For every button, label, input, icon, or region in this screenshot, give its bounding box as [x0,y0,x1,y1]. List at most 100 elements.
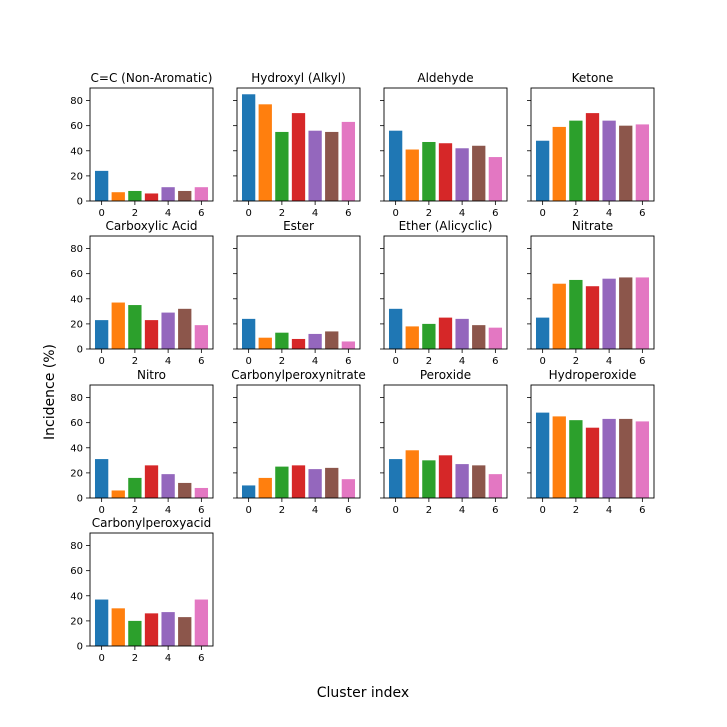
panel-title: Hydroperoxide [549,368,637,382]
bar [94,320,109,349]
y-tick-label: 60 [70,418,83,429]
bar [178,190,192,201]
x-tick-label: 2 [573,208,579,219]
panel-title: Nitrate [572,219,613,233]
bar [308,469,322,498]
bar [602,418,616,498]
panel-title: Ketone [572,71,614,85]
bar [241,485,256,498]
y-tick-label: 80 [70,541,83,552]
x-tick-label: 4 [606,356,612,367]
bar [488,327,503,349]
bar [438,143,453,201]
y-tick-label: 0 [77,642,83,653]
bar [585,286,600,349]
bar [535,140,550,201]
bar [194,325,209,349]
bar [472,465,486,498]
bar [111,302,125,349]
x-tick-label: 6 [198,208,204,219]
bar [602,278,616,349]
axes-frame [89,384,214,499]
y-tick-label: 20 [70,171,83,182]
y-tick-label: 60 [70,269,83,280]
bar [325,331,339,349]
x-tick-label: 0 [245,208,251,219]
y-tick-label: 0 [77,197,83,208]
x-tick-label: 2 [132,356,138,367]
x-tick-label: 4 [312,356,318,367]
y-tick-label: 20 [70,468,83,479]
x-tick-label: 0 [539,356,545,367]
axes-frame [530,87,655,202]
bar [569,279,583,349]
bar [291,338,306,349]
y-tick-label: 40 [70,591,83,602]
panel: 0 2 4 6 Aldehyde [380,71,508,219]
panel-title: Aldehyde [417,71,473,85]
x-tick-label: 0 [245,356,251,367]
x-tick-label: 4 [606,505,612,516]
panel: 0 2 4 6 Ether (Alicyclic) [380,219,508,367]
panel: 0 20 40 60 80 0 2 4 6 Carboxylic Acid [70,219,214,367]
x-tick-label: 6 [198,356,204,367]
y-tick-label: 60 [70,566,83,577]
axes-frame [383,384,508,499]
panel: 0 2 4 6 Ester [233,219,361,367]
x-tick-label: 4 [459,208,465,219]
bar [241,94,256,201]
bar [194,487,209,498]
bar [552,283,566,349]
bar [111,490,125,498]
y-axis-label: Incidence (%) [42,344,58,440]
bar [341,121,356,201]
bar [635,124,650,201]
bar [488,157,503,201]
x-tick-label: 0 [539,505,545,516]
bar [552,416,566,498]
x-tick-label: 2 [279,356,285,367]
y-tick-label: 80 [70,96,83,107]
panel-title: Carbonylperoxynitrate [231,368,366,382]
x-tick-label: 0 [98,356,104,367]
bar [258,477,272,498]
bar [144,465,159,498]
x-tick-label: 6 [492,208,498,219]
panel: 0 2 4 6 Hydroxyl (Alkyl) [233,71,361,219]
x-tick-label: 4 [459,505,465,516]
bar [128,620,142,646]
axes-frame [530,235,655,350]
x-tick-label: 4 [165,208,171,219]
x-tick-label: 0 [392,356,398,367]
bar [241,318,256,349]
bar [635,277,650,349]
x-tick-label: 2 [132,653,138,664]
panel-title: Peroxide [420,368,471,382]
x-tick-label: 0 [392,505,398,516]
bar [161,474,175,498]
bar [325,131,339,201]
bar [128,305,142,349]
bar [619,277,633,349]
axes-frame [530,384,655,499]
y-tick-label: 60 [70,121,83,132]
bar [94,599,109,646]
bar [94,170,109,201]
panel: 0 2 4 6 Ketone [527,71,655,219]
bar [291,113,306,201]
panel: 0 20 40 60 80 0 2 4 6 Carbonylperoxyacid [70,516,214,664]
bar [258,104,272,201]
x-tick-label: 2 [573,356,579,367]
panel: 0 20 40 60 80 0 2 4 6 C=C (Non-Aromatic) [70,71,214,219]
bar [194,187,209,201]
x-tick-label: 6 [492,356,498,367]
x-tick-label: 0 [98,208,104,219]
bar [455,148,469,201]
x-tick-label: 4 [165,653,171,664]
y-tick-label: 80 [70,393,83,404]
bar [472,325,486,349]
axes-frame [383,87,508,202]
bar [422,141,436,201]
